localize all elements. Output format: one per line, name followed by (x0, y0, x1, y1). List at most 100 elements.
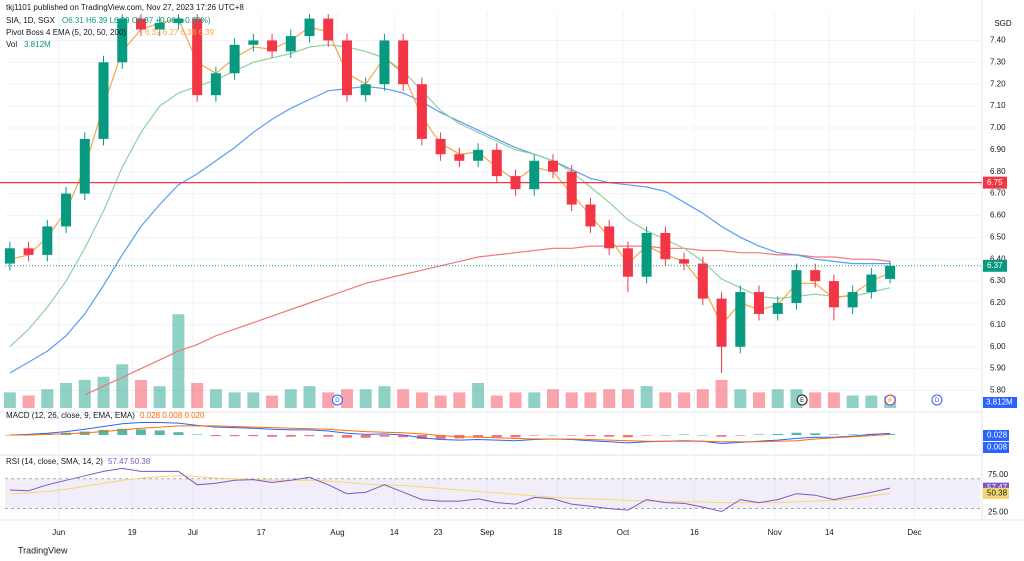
y-tick-label: 6.40 (990, 254, 1006, 263)
macd-histogram (697, 435, 708, 436)
volume-bar (284, 389, 297, 408)
event-marker (884, 394, 896, 406)
candle-body (547, 160, 558, 172)
macd-label-box (983, 430, 1009, 441)
volume-bar (3, 392, 16, 408)
volume-bar (565, 392, 578, 408)
candle-body (42, 226, 53, 255)
macd-histogram (566, 435, 577, 436)
event-label: E (800, 398, 804, 404)
macd-histogram (341, 435, 352, 438)
macd-histogram (585, 435, 596, 437)
candle-body (398, 40, 409, 85)
candle-body (454, 154, 465, 161)
y-tick-label: 5.90 (990, 364, 1006, 373)
legend-volume: Vol (6, 40, 17, 49)
macd-histogram (791, 432, 802, 435)
legend-title: SIA, 1D, SGX (6, 16, 56, 25)
y-tick-label: 7.40 (990, 36, 1006, 45)
volume-bar (60, 383, 73, 408)
y-tick-label: 7.20 (990, 79, 1006, 88)
rsi-band (5, 478, 980, 509)
candle-body (61, 193, 72, 227)
x-tick-label: Nov (768, 528, 782, 537)
candle-body (847, 292, 858, 308)
candle-body (154, 22, 165, 30)
macd-histogram (473, 435, 484, 438)
volume-bar (434, 395, 447, 408)
volume-bar (97, 376, 110, 408)
candle-body (754, 292, 765, 314)
y-tick-label: 6.60 (990, 211, 1006, 220)
y-tick-label: 7.00 (990, 123, 1006, 132)
candle-body (622, 248, 633, 277)
macd-histogram (304, 435, 315, 437)
legend-indicator: Pivot Boss 4 EMA (5, 20, 50, 200) (6, 28, 126, 37)
volume-bar (640, 386, 653, 408)
candle-body (641, 232, 652, 277)
candle-body (323, 18, 334, 41)
y-tick-label: 6.20 (990, 298, 1006, 307)
ema-line (84, 245, 891, 396)
volume-label: 3.812M (986, 398, 1013, 407)
x-tick-label: Jul (188, 528, 198, 537)
volume-bar (191, 383, 204, 408)
rsi-ma-line (9, 475, 891, 504)
macd-title: MACD (12, 26, close, 9, EMA, EMA) (6, 411, 135, 420)
candle-body (79, 138, 90, 194)
event-marker (931, 394, 943, 406)
candle-body (210, 73, 221, 96)
volume-bar (228, 392, 241, 408)
candle-body (4, 248, 15, 264)
volume-bar (584, 392, 597, 408)
candle-body (23, 248, 34, 255)
rsi-ma-label-box (983, 487, 1009, 499)
macd-histogram (547, 435, 558, 436)
candle-body (473, 149, 484, 161)
y-tick-label: 6.70 (990, 189, 1006, 198)
signal-label-box (983, 442, 1009, 453)
volume-bar (734, 389, 747, 408)
volume-bar (603, 389, 616, 408)
event-marker (331, 394, 343, 406)
volume-bar (359, 389, 372, 408)
volume-bar (153, 386, 166, 408)
candle-body (697, 263, 708, 299)
volume-bar (865, 395, 878, 408)
candle-body (791, 270, 802, 303)
macd-histogram (622, 435, 633, 438)
macd-histogram (604, 435, 615, 437)
candle-body (248, 40, 259, 45)
candle-body (192, 18, 203, 96)
candle-body (810, 270, 821, 282)
volume-bar (472, 383, 485, 408)
legend-indicator-values: 6.32 6.27 6.38 6.39 (145, 28, 215, 37)
candle-body (416, 84, 427, 139)
x-tick-label: Sep (480, 528, 495, 537)
volume-bar (415, 392, 428, 408)
candle-body (491, 149, 502, 177)
candle-body (679, 259, 690, 264)
candle-body (379, 40, 390, 85)
volume-bar (378, 386, 391, 408)
candle-body (304, 18, 315, 37)
x-tick-label: 14 (390, 528, 399, 537)
volume-bar (247, 392, 260, 408)
x-tick-label: Dec (907, 528, 921, 537)
macd-histogram (641, 435, 652, 436)
macd-histogram (660, 435, 671, 436)
candle-body (828, 281, 839, 308)
macd-histogram (248, 435, 259, 437)
y-tick-label: 7.30 (990, 57, 1006, 66)
volume-bar (659, 392, 672, 408)
volume-bar (846, 395, 859, 408)
volume-bar (266, 395, 279, 408)
macd-histogram (735, 435, 746, 436)
volume-bar (809, 392, 822, 408)
y-tick-label: 75.00 (988, 470, 1009, 479)
macd-histogram (529, 435, 540, 436)
macd-histogram (491, 435, 502, 438)
y-tick-label: 7.10 (990, 101, 1006, 110)
volume-bar (172, 314, 185, 408)
